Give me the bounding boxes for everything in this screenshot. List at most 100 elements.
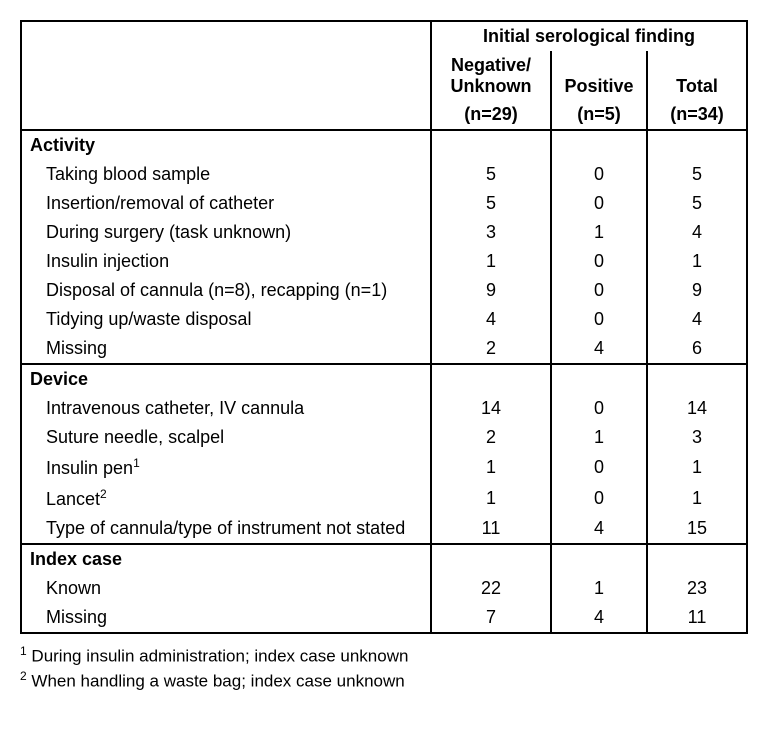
header-blank (21, 21, 431, 51)
row-label-text: Insulin pen (46, 458, 133, 478)
table-cell-neg: 9 (431, 276, 551, 305)
row-label-text: Insertion/removal of catheter (46, 193, 274, 213)
table-row-label: During surgery (task unknown) (21, 218, 431, 247)
table-row-label: Missing (21, 603, 431, 633)
table-row-label: Type of cannula/type of instrument not s… (21, 514, 431, 544)
table-cell-neg: 4 (431, 305, 551, 334)
cell-empty (647, 544, 747, 574)
cell-empty (431, 130, 551, 160)
table-cell-tot: 9 (647, 276, 747, 305)
table-cell-pos: 0 (551, 305, 647, 334)
row-label-text: Taking blood sample (46, 164, 210, 184)
footnote-1-text: During insulin administration; index cas… (27, 647, 409, 666)
table-cell-tot: 6 (647, 334, 747, 364)
table-cell-pos: 0 (551, 160, 647, 189)
row-label-text: Missing (46, 607, 107, 627)
header-col-negative-l2: Unknown (451, 76, 532, 96)
header-col-total: Total (647, 51, 747, 100)
table-row-label: Lancet2 (21, 483, 431, 514)
table-cell-pos: 0 (551, 483, 647, 514)
table-cell-neg: 5 (431, 160, 551, 189)
header-col-negative-n: (n=29) (431, 100, 551, 130)
row-label-text: Known (46, 578, 101, 598)
table-row-label: Taking blood sample (21, 160, 431, 189)
table-cell-tot: 1 (647, 452, 747, 483)
row-label-text: Missing (46, 338, 107, 358)
table-cell-pos: 1 (551, 423, 647, 452)
footnote-1: 1 During insulin administration; index c… (20, 644, 746, 667)
header-col-negative: Negative/ Unknown (431, 51, 551, 100)
table-row-label: Insertion/removal of catheter (21, 189, 431, 218)
table-cell-tot: 14 (647, 394, 747, 423)
table-cell-tot: 4 (647, 305, 747, 334)
table-cell-pos: 4 (551, 514, 647, 544)
row-label-text: Tidying up/waste disposal (46, 309, 251, 329)
footnotes: 1 During insulin administration; index c… (20, 644, 746, 691)
table-cell-pos: 0 (551, 189, 647, 218)
cell-empty (431, 364, 551, 394)
table-cell-neg: 2 (431, 334, 551, 364)
table-cell-pos: 1 (551, 574, 647, 603)
table-cell-pos: 0 (551, 247, 647, 276)
table-cell-neg: 1 (431, 483, 551, 514)
table-cell-pos: 0 (551, 276, 647, 305)
header-col-negative-l1: Negative/ (451, 55, 531, 75)
table-cell-pos: 0 (551, 394, 647, 423)
header-spanning: Initial serological finding (431, 21, 747, 51)
row-label-sup: 2 (100, 487, 107, 501)
cell-empty (431, 544, 551, 574)
table-cell-neg: 22 (431, 574, 551, 603)
table-cell-tot: 4 (647, 218, 747, 247)
table-row-label: Insulin injection (21, 247, 431, 276)
table-cell-tot: 1 (647, 247, 747, 276)
table-cell-neg: 14 (431, 394, 551, 423)
table-cell-tot: 23 (647, 574, 747, 603)
serology-table: Initial serological finding Negative/ Un… (20, 20, 748, 634)
table-cell-neg: 11 (431, 514, 551, 544)
table-cell-pos: 1 (551, 218, 647, 247)
table-cell-neg: 7 (431, 603, 551, 633)
table-cell-neg: 2 (431, 423, 551, 452)
footnote-2: 2 When handling a waste bag; index case … (20, 669, 746, 692)
table-cell-tot: 15 (647, 514, 747, 544)
section-indexcase-title: Index case (21, 544, 431, 574)
footnote-2-sup: 2 (20, 669, 27, 683)
table-cell-pos: 4 (551, 334, 647, 364)
row-label-text: Intravenous catheter, IV cannula (46, 398, 304, 418)
table-cell-neg: 1 (431, 452, 551, 483)
cell-empty (551, 130, 647, 160)
header-blank2 (21, 51, 431, 100)
cell-empty (551, 364, 647, 394)
table-cell-tot: 5 (647, 189, 747, 218)
header-col-positive-n: (n=5) (551, 100, 647, 130)
table-cell-neg: 5 (431, 189, 551, 218)
row-label-text: Lancet (46, 489, 100, 509)
table-row-label: Suture needle, scalpel (21, 423, 431, 452)
table-row-label: Insulin pen1 (21, 452, 431, 483)
footnote-2-text: When handling a waste bag; index case un… (27, 672, 405, 691)
header-col-total-n: (n=34) (647, 100, 747, 130)
table-row-label: Intravenous catheter, IV cannula (21, 394, 431, 423)
table-cell-neg: 1 (431, 247, 551, 276)
row-label-text: Suture needle, scalpel (46, 427, 224, 447)
table-row-label: Disposal of cannula (n=8), recapping (n=… (21, 276, 431, 305)
section-device-title: Device (21, 364, 431, 394)
table-container: Initial serological finding Negative/ Un… (20, 20, 746, 692)
row-label-text: During surgery (task unknown) (46, 222, 291, 242)
row-label-text: Type of cannula/type of instrument not s… (46, 518, 405, 538)
table-cell-tot: 11 (647, 603, 747, 633)
table-cell-tot: 1 (647, 483, 747, 514)
cell-empty (647, 364, 747, 394)
table-cell-neg: 3 (431, 218, 551, 247)
row-label-text: Insulin injection (46, 251, 169, 271)
table-row-label: Missing (21, 334, 431, 364)
header-col-positive: Positive (551, 51, 647, 100)
header-blank3 (21, 100, 431, 130)
footnote-1-sup: 1 (20, 644, 27, 658)
row-label-text: Disposal of cannula (n=8), recapping (n=… (46, 280, 387, 300)
table-cell-tot: 5 (647, 160, 747, 189)
table-cell-pos: 4 (551, 603, 647, 633)
cell-empty (551, 544, 647, 574)
section-activity-title: Activity (21, 130, 431, 160)
row-label-sup: 1 (133, 456, 140, 470)
